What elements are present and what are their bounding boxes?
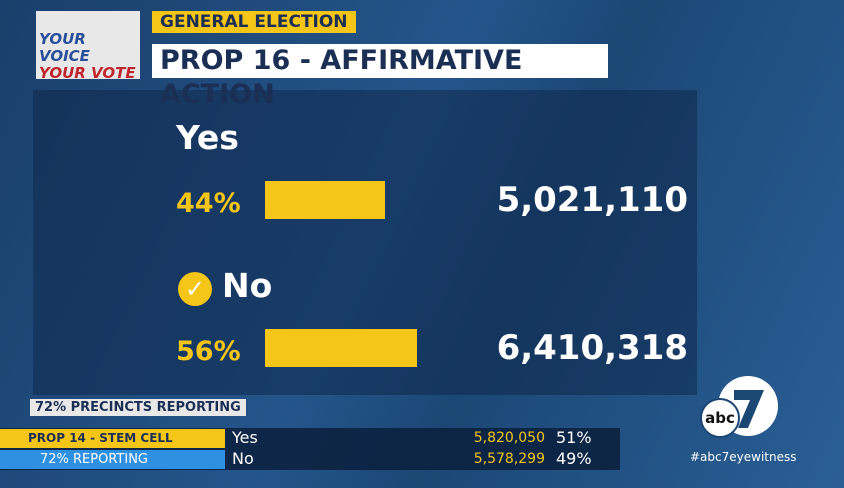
winner-check: ✓ bbox=[178, 272, 212, 306]
vote-count: 5,021,110 bbox=[496, 180, 688, 220]
station-logo: abc bbox=[700, 376, 778, 438]
ticker-votes: 5,820,050 bbox=[473, 430, 545, 446]
ticker-measure: PROP 14 - STEM CELL RESEARCH bbox=[0, 429, 225, 464]
vote-count: 6,410,318 bbox=[496, 328, 688, 368]
result-bar bbox=[265, 181, 385, 219]
logo: YOUR VOICE YOUR VOTE bbox=[36, 11, 140, 82]
reporting-banner: 72% PRECINCTS REPORTING bbox=[30, 399, 246, 416]
percent-label: 56% bbox=[176, 336, 241, 367]
result-bar bbox=[265, 329, 418, 367]
ticker-choice: No bbox=[232, 449, 254, 468]
ticker-percent: 49% bbox=[556, 449, 592, 468]
ticker-percent: 51% bbox=[556, 428, 592, 447]
hashtag: #abc7eyewitness bbox=[690, 450, 797, 464]
ticker-reporting: 72% REPORTING bbox=[0, 450, 225, 469]
ticker-votes: 5,578,299 bbox=[473, 451, 545, 467]
percent-label: 44% bbox=[176, 188, 241, 219]
choice-label: No bbox=[222, 266, 273, 305]
logo-text: YOUR VOTE bbox=[39, 64, 136, 82]
title: PROP 16 - AFFIRMATIVE ACTION bbox=[152, 44, 608, 110]
station-logo-text: abc bbox=[705, 409, 735, 427]
logo-text: YOUR VOICE bbox=[39, 30, 90, 65]
ticker-choice: Yes bbox=[232, 428, 258, 447]
choice-label: Yes bbox=[176, 118, 239, 157]
kicker: GENERAL ELECTION bbox=[152, 11, 356, 33]
